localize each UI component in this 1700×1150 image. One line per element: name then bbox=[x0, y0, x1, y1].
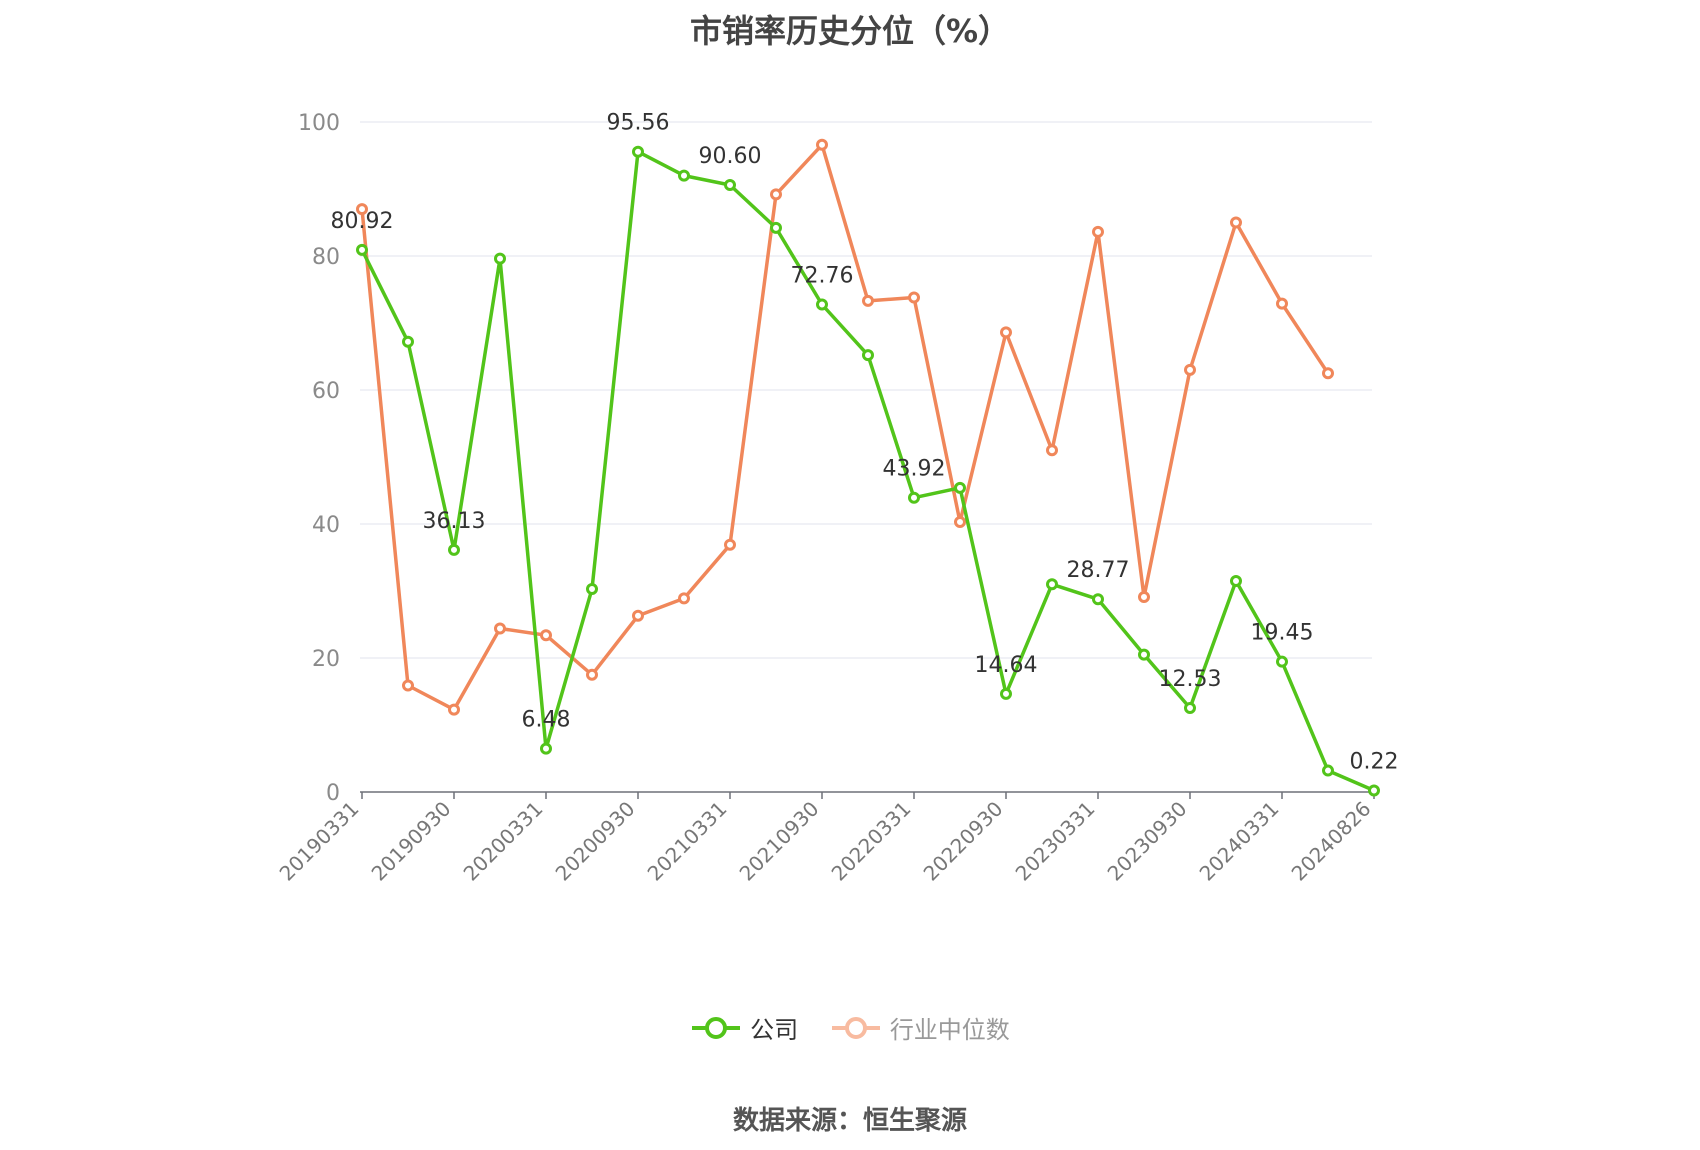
x-tick-label: 20230930 bbox=[1103, 797, 1192, 886]
data-label: 95.56 bbox=[607, 111, 670, 136]
data-point-industry bbox=[816, 138, 828, 151]
legend-industry-label: 行业中位数 bbox=[889, 1016, 1010, 1044]
series-line-industry bbox=[360, 143, 1330, 712]
data-point-company bbox=[356, 243, 368, 256]
data-label: 19.45 bbox=[1251, 621, 1314, 646]
data-point-company bbox=[1138, 648, 1150, 661]
legend-item-industry[interactable]: 行业中位数 bbox=[830, 1010, 1010, 1045]
data-point-industry bbox=[678, 592, 690, 605]
y-tick-label: 20 bbox=[312, 647, 340, 672]
data-point-company bbox=[908, 491, 920, 504]
legend-item-company[interactable]: 公司 bbox=[690, 1010, 798, 1045]
x-tick-label: 20200331 bbox=[459, 797, 548, 886]
legend: 公司 行业中位数 bbox=[0, 1010, 1700, 1046]
data-point-industry bbox=[1322, 367, 1334, 380]
y-tick-label: 40 bbox=[312, 513, 340, 538]
data-label: 90.60 bbox=[699, 144, 762, 169]
data-point-industry bbox=[448, 703, 460, 716]
x-tick-label: 20230331 bbox=[1011, 797, 1100, 886]
data-label: 43.92 bbox=[883, 457, 946, 482]
data-point-industry bbox=[908, 291, 920, 304]
data-point-company bbox=[1230, 574, 1242, 587]
y-tick-label: 100 bbox=[298, 111, 340, 136]
legend-company-icon bbox=[692, 1016, 741, 1039]
data-point-industry bbox=[724, 538, 736, 551]
data-label: 12.53 bbox=[1159, 667, 1222, 692]
x-tick-label: 20220331 bbox=[827, 797, 916, 886]
data-point-industry bbox=[770, 188, 782, 201]
data-point-company bbox=[1368, 784, 1380, 797]
data-point-company bbox=[540, 742, 552, 755]
x-tick-label: 20240826 bbox=[1287, 797, 1376, 886]
data-point-industry bbox=[1046, 444, 1058, 457]
data-point-company bbox=[448, 543, 460, 556]
data-point-company bbox=[586, 582, 598, 595]
data-label: 14.64 bbox=[975, 653, 1038, 678]
data-point-company bbox=[862, 349, 874, 362]
data-point-company bbox=[1000, 687, 1012, 700]
x-tick-label: 20210930 bbox=[735, 797, 824, 886]
series-line-company bbox=[360, 149, 1375, 793]
data-point-industry bbox=[1276, 297, 1288, 310]
data-label: 6.48 bbox=[522, 708, 571, 733]
legend-company-label: 公司 bbox=[750, 1016, 799, 1044]
data-point-company bbox=[632, 145, 644, 158]
data-point-company bbox=[1322, 764, 1334, 777]
chart-title: 市销率历史分位（%） bbox=[689, 12, 1011, 50]
data-point-industry bbox=[862, 294, 874, 307]
data-point-industry bbox=[494, 622, 506, 635]
data-point-industry bbox=[1092, 225, 1104, 238]
y-tick-label: 80 bbox=[312, 245, 340, 270]
data-point-company bbox=[1184, 702, 1196, 715]
x-tick-label: 20190930 bbox=[367, 797, 456, 886]
x-tick-label: 20240331 bbox=[1195, 797, 1284, 886]
data-point-industry bbox=[1230, 216, 1242, 229]
data-point-industry bbox=[1138, 591, 1150, 604]
data-point-industry bbox=[632, 609, 644, 622]
data-point-industry bbox=[356, 203, 368, 216]
data-point-company bbox=[816, 298, 828, 311]
data-point-industry bbox=[540, 629, 552, 642]
y-tick-label: 60 bbox=[312, 379, 340, 404]
data-point-company bbox=[724, 178, 736, 191]
data-point-industry bbox=[1184, 363, 1196, 376]
data-point-company bbox=[1092, 593, 1104, 606]
data-label: 72.76 bbox=[791, 264, 854, 289]
x-tick-label: 20190331 bbox=[275, 797, 364, 886]
data-point-company bbox=[494, 252, 506, 265]
data-point-company bbox=[402, 335, 414, 348]
data-label: 28.77 bbox=[1067, 558, 1130, 583]
data-point-company bbox=[1046, 578, 1058, 591]
data-point-company bbox=[678, 169, 690, 182]
data-label: 36.13 bbox=[423, 509, 486, 534]
x-tick-label: 20220930 bbox=[919, 797, 1008, 886]
legend-industry-icon bbox=[831, 1016, 880, 1039]
source-note: 数据来源：恒生聚源 bbox=[732, 1106, 967, 1136]
data-point-industry bbox=[586, 668, 598, 681]
data-point-industry bbox=[1000, 326, 1012, 339]
data-point-company bbox=[770, 221, 782, 234]
data-point-industry bbox=[402, 679, 414, 692]
data-point-company bbox=[1276, 655, 1288, 668]
data-label: 80.92 bbox=[331, 209, 394, 234]
x-tick-label: 20200930 bbox=[551, 797, 640, 886]
data-label: 0.22 bbox=[1350, 750, 1399, 775]
y-tick-label: 0 bbox=[326, 781, 340, 806]
data-point-industry bbox=[954, 515, 966, 528]
data-point-company bbox=[954, 481, 966, 494]
x-tick-label: 20210331 bbox=[643, 797, 732, 886]
